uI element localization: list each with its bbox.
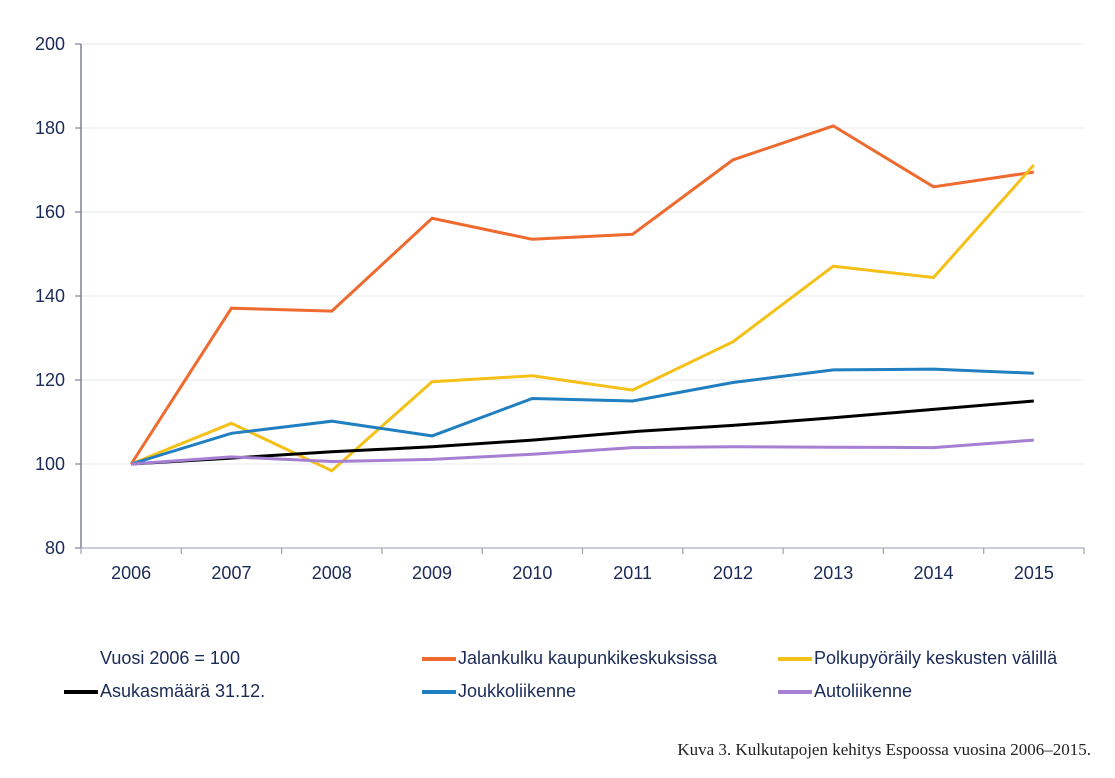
x-axis-ticks: 2006 2007 2008 2009 2010 2011 2012 2013 2014 2015 [80, 548, 1085, 583]
series-line [129, 124, 1035, 465]
x-tick-label: 2009 [412, 563, 452, 583]
legend-swatch-jalankulku [422, 656, 456, 661]
y-tick-label: 140 [35, 286, 65, 306]
legend-item-autoliikenne: Autoliikenne [778, 681, 912, 702]
series-line [130, 367, 1034, 466]
line-chart: 80 100 120 140 160 180 200 2006 2007 2008 2009 201… [35, 34, 1085, 583]
legend-label-polkupyoraily: Polkupyöräily keskusten välillä [814, 648, 1058, 668]
legend-item-asukasmaara: Asukasmäärä 31.12. [64, 681, 265, 702]
series-lines [129, 124, 1035, 473]
series-line [131, 438, 1034, 466]
x-tick-label: 2015 [1014, 563, 1054, 583]
x-tick-label: 2011 [613, 563, 652, 583]
legend-label-asukasmaara: Asukasmäärä 31.12. [100, 681, 266, 701]
series-line [130, 164, 1035, 473]
legend-swatch-autoliikenne [778, 689, 812, 694]
y-tick-label: 100 [35, 454, 65, 474]
x-tick-label: 2013 [813, 563, 853, 583]
y-tick-label: 120 [35, 370, 65, 390]
legend-swatch-joukkoliikenne [422, 689, 456, 694]
series-4 [131, 438, 1034, 466]
legend-item-joukkoliikenne: Joukkoliikenne [422, 681, 576, 702]
y-tick-label: 200 [35, 34, 65, 54]
y-tick-label: 180 [35, 118, 65, 138]
x-tick-label: 2014 [914, 563, 954, 583]
y-tick-label: 160 [35, 202, 65, 222]
legend-swatch-polkupyoraily [778, 656, 812, 661]
x-tick-label: 2008 [312, 563, 352, 583]
x-tick-label: 2010 [512, 563, 552, 583]
series-line [131, 399, 1034, 466]
series-1 [130, 164, 1035, 473]
figure-caption: Kuva 3. Kulkutapojen kehitys Espoossa vu… [677, 740, 1091, 759]
legend-label-jalankulku: Jalankulku kaupunkikeskuksissa [458, 648, 718, 668]
legend-note-text: Vuosi 2006 = 100 [100, 648, 240, 668]
legend-item-jalankulku: Jalankulku kaupunkikeskuksissa [422, 648, 717, 669]
legend-item-polkupyoraily: Polkupyöräily keskusten välillä [778, 648, 1057, 669]
legend-note: Vuosi 2006 = 100 [100, 648, 240, 669]
x-tick-label: 2007 [211, 563, 251, 583]
gridlines [81, 43, 1084, 465]
series-0 [129, 124, 1035, 465]
legend-label-joukkoliikenne: Joukkoliikenne [458, 681, 577, 701]
series-2 [131, 399, 1034, 466]
legend-swatch-asukasmaara [64, 689, 98, 694]
x-tick-label: 2006 [111, 563, 151, 583]
x-tick-label: 2012 [713, 563, 753, 583]
legend-label-autoliikenne: Autoliikenne [814, 681, 913, 701]
y-axis-ticks: 80 100 120 140 160 180 200 [35, 34, 81, 558]
y-tick-label: 80 [45, 538, 65, 558]
